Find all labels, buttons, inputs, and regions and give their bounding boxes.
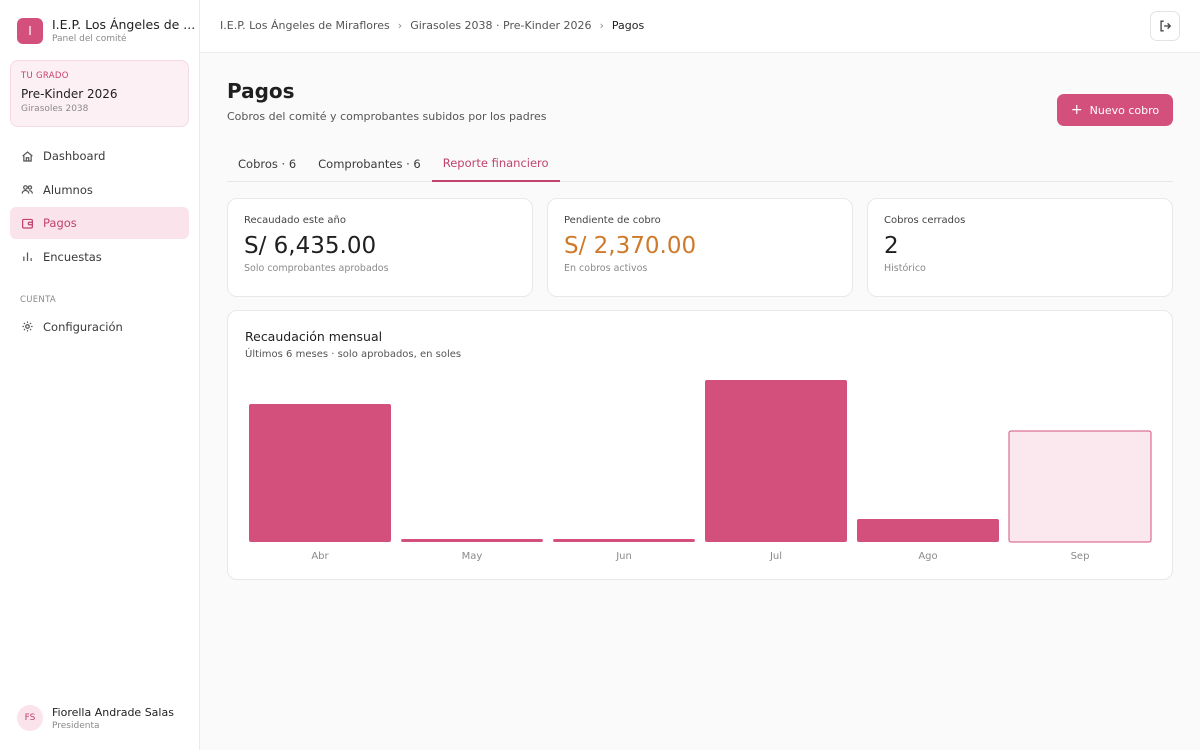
user-profile[interactable]: FS Fiorella Andrade Salas Presidenta <box>17 705 174 731</box>
sidebar-nav: Dashboard Alumnos Pagos Encuestas CUENTA… <box>10 140 189 344</box>
chart-title: Recaudación mensual <box>245 329 383 344</box>
sidebar: I I.E.P. Los Ángeles de ... Panel del co… <box>0 0 200 750</box>
gear-icon <box>22 321 33 332</box>
brand-subtitle: Panel del comité <box>52 34 127 44</box>
breadcrumb-separator: › <box>397 19 403 32</box>
chart-tick-label: Jun <box>615 551 632 562</box>
new-charge-button[interactable]: + Nuevo cobro <box>1057 94 1173 126</box>
chart-tick-label: Sep <box>1071 551 1090 562</box>
logout-button[interactable] <box>1150 11 1180 41</box>
tabs: Cobros · 6 Comprobantes · 6 Reporte fina… <box>227 146 1173 182</box>
stat-value: 2 <box>884 233 899 259</box>
brand-logo: I <box>17 17 43 44</box>
sidebar-item-label: Alumnos <box>43 182 93 197</box>
grade-card: TU GRADO Pre-Kinder 2026 Girasoles 2038 <box>10 60 189 127</box>
breadcrumb-current: Pagos <box>611 19 645 32</box>
stat-label: Pendiente de cobro <box>564 215 661 226</box>
chart-tick-label: Abr <box>311 551 329 562</box>
grade-eyebrow: TU GRADO <box>21 71 69 81</box>
chart-bar-sep[interactable] <box>1008 430 1152 543</box>
nav-section-cuenta: CUENTA <box>20 294 57 305</box>
stat-label: Cobros cerrados <box>884 215 966 226</box>
breadcrumb-separator: › <box>599 19 604 32</box>
breadcrumb: I.E.P. Los Ángeles de Miraflores › Giras… <box>220 19 644 32</box>
chart-tick-label: Jul <box>769 551 782 562</box>
plus-icon: + <box>1070 102 1083 118</box>
tab-comprobantes[interactable]: Comprobantes · 6 <box>318 156 421 171</box>
stat-note: Solo comprobantes aprobados <box>244 263 389 274</box>
home-icon <box>22 150 33 162</box>
stat-card-cerrados: Cobros cerrados 2 Histórico <box>867 198 1173 297</box>
chart-bar-jun[interactable] <box>553 539 695 542</box>
stat-card-pendiente: Pendiente de cobro S/ 2,370.00 En cobros… <box>547 198 853 297</box>
bar-chart-icon <box>23 252 32 261</box>
tab-reporte-financiero[interactable]: Reporte financiero <box>431 146 560 182</box>
user-name: Fiorella Andrade Salas <box>52 705 174 719</box>
monthly-collection-chart: Recaudación mensual Últimos 6 meses · so… <box>227 310 1173 580</box>
stat-card-recaudado: Recaudado este año S/ 6,435.00 Solo comp… <box>227 198 533 297</box>
wallet-icon <box>22 218 33 229</box>
sidebar-item-configuracion[interactable]: Configuración <box>10 311 189 343</box>
grade-subtitle: Girasoles 2038 <box>21 104 89 114</box>
logout-icon <box>1160 20 1172 32</box>
chart-bar-may[interactable] <box>401 539 543 542</box>
avatar: FS <box>17 705 43 731</box>
chart-bar-ago[interactable] <box>857 519 999 542</box>
sidebar-item-label: Configuración <box>43 319 123 334</box>
sidebar-item-encuestas[interactable]: Encuestas <box>10 241 189 273</box>
users-icon <box>21 185 33 194</box>
new-charge-label: Nuevo cobro <box>1089 103 1160 117</box>
page-title: Pagos <box>227 79 295 103</box>
tab-cobros[interactable]: Cobros · 6 <box>238 156 297 171</box>
stat-note: En cobros activos <box>564 263 648 274</box>
chart-tick-label: Ago <box>918 551 937 562</box>
grade-title: Pre-Kinder 2026 <box>21 87 118 101</box>
sidebar-item-alumnos[interactable]: Alumnos <box>10 174 189 206</box>
page-subtitle: Cobros del comité y comprobantes subidos… <box>227 110 547 123</box>
stat-value: S/ 6,435.00 <box>244 233 377 259</box>
chart-tick-label: May <box>462 551 483 562</box>
sidebar-item-pagos[interactable]: Pagos <box>10 207 189 239</box>
stat-label: Recaudado este año <box>244 215 346 226</box>
sidebar-item-label: Pagos <box>43 216 77 230</box>
chart-subtitle: Últimos 6 meses · solo aprobados, en sol… <box>245 349 462 360</box>
breadcrumb-grade[interactable]: Girasoles 2038 · Pre-Kinder 2026 <box>410 19 592 32</box>
stat-value: S/ 2,370.00 <box>564 233 697 259</box>
chart-canvas: Abr May Jun Jul Ago Sep <box>249 380 1152 562</box>
chart-bar-abr[interactable] <box>249 404 391 542</box>
topbar: I.E.P. Los Ángeles de Miraflores › Giras… <box>200 0 1200 53</box>
sidebar-item-dashboard[interactable]: Dashboard <box>10 140 189 172</box>
brand-name: I.E.P. Los Ángeles de ... <box>52 17 196 32</box>
breadcrumb-school[interactable]: I.E.P. Los Ángeles de Miraflores <box>220 19 390 32</box>
user-role: Presidenta <box>52 720 100 731</box>
brand[interactable]: I I.E.P. Los Ángeles de ... Panel del co… <box>17 17 202 44</box>
sidebar-item-label: Dashboard <box>43 149 106 163</box>
sidebar-item-label: Encuestas <box>43 249 102 264</box>
chart-bar-jul[interactable] <box>705 380 847 542</box>
stat-note: Histórico <box>884 263 926 274</box>
